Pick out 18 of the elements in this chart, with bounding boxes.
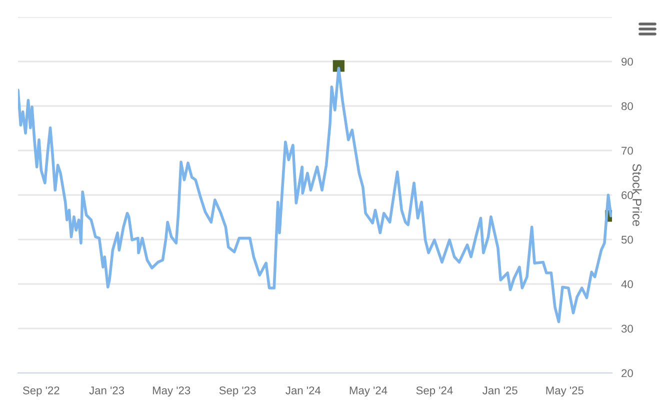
y-tick-label: 70 — [622, 146, 633, 155]
x-tick-label: May '25 — [546, 386, 584, 397]
x-tick-label: Jan '23 — [89, 386, 124, 394]
y-tick-label: 50 — [621, 236, 633, 244]
y-tick-label: 60 — [622, 191, 633, 200]
y-tick-label: 40 — [621, 280, 633, 288]
x-tick-label: Sep '22 — [22, 386, 60, 397]
x-tick-label: Sep '23 — [219, 386, 256, 397]
y-tick-label: 80 — [622, 102, 633, 110]
x-tick-label: May '24 — [350, 386, 388, 397]
x-tick-label: Sep '24 — [416, 386, 453, 397]
x-tick-label: May '23 — [152, 386, 190, 397]
x-tick-label: Jan '25 — [482, 386, 518, 394]
y-axis-title: Stock Price — [632, 164, 642, 226]
y-tick-label: 20 — [622, 369, 633, 378]
y-tick-label: 30 — [621, 324, 633, 333]
x-tick-label: Jan '24 — [286, 386, 321, 394]
y-tick-label: 90 — [622, 58, 633, 66]
